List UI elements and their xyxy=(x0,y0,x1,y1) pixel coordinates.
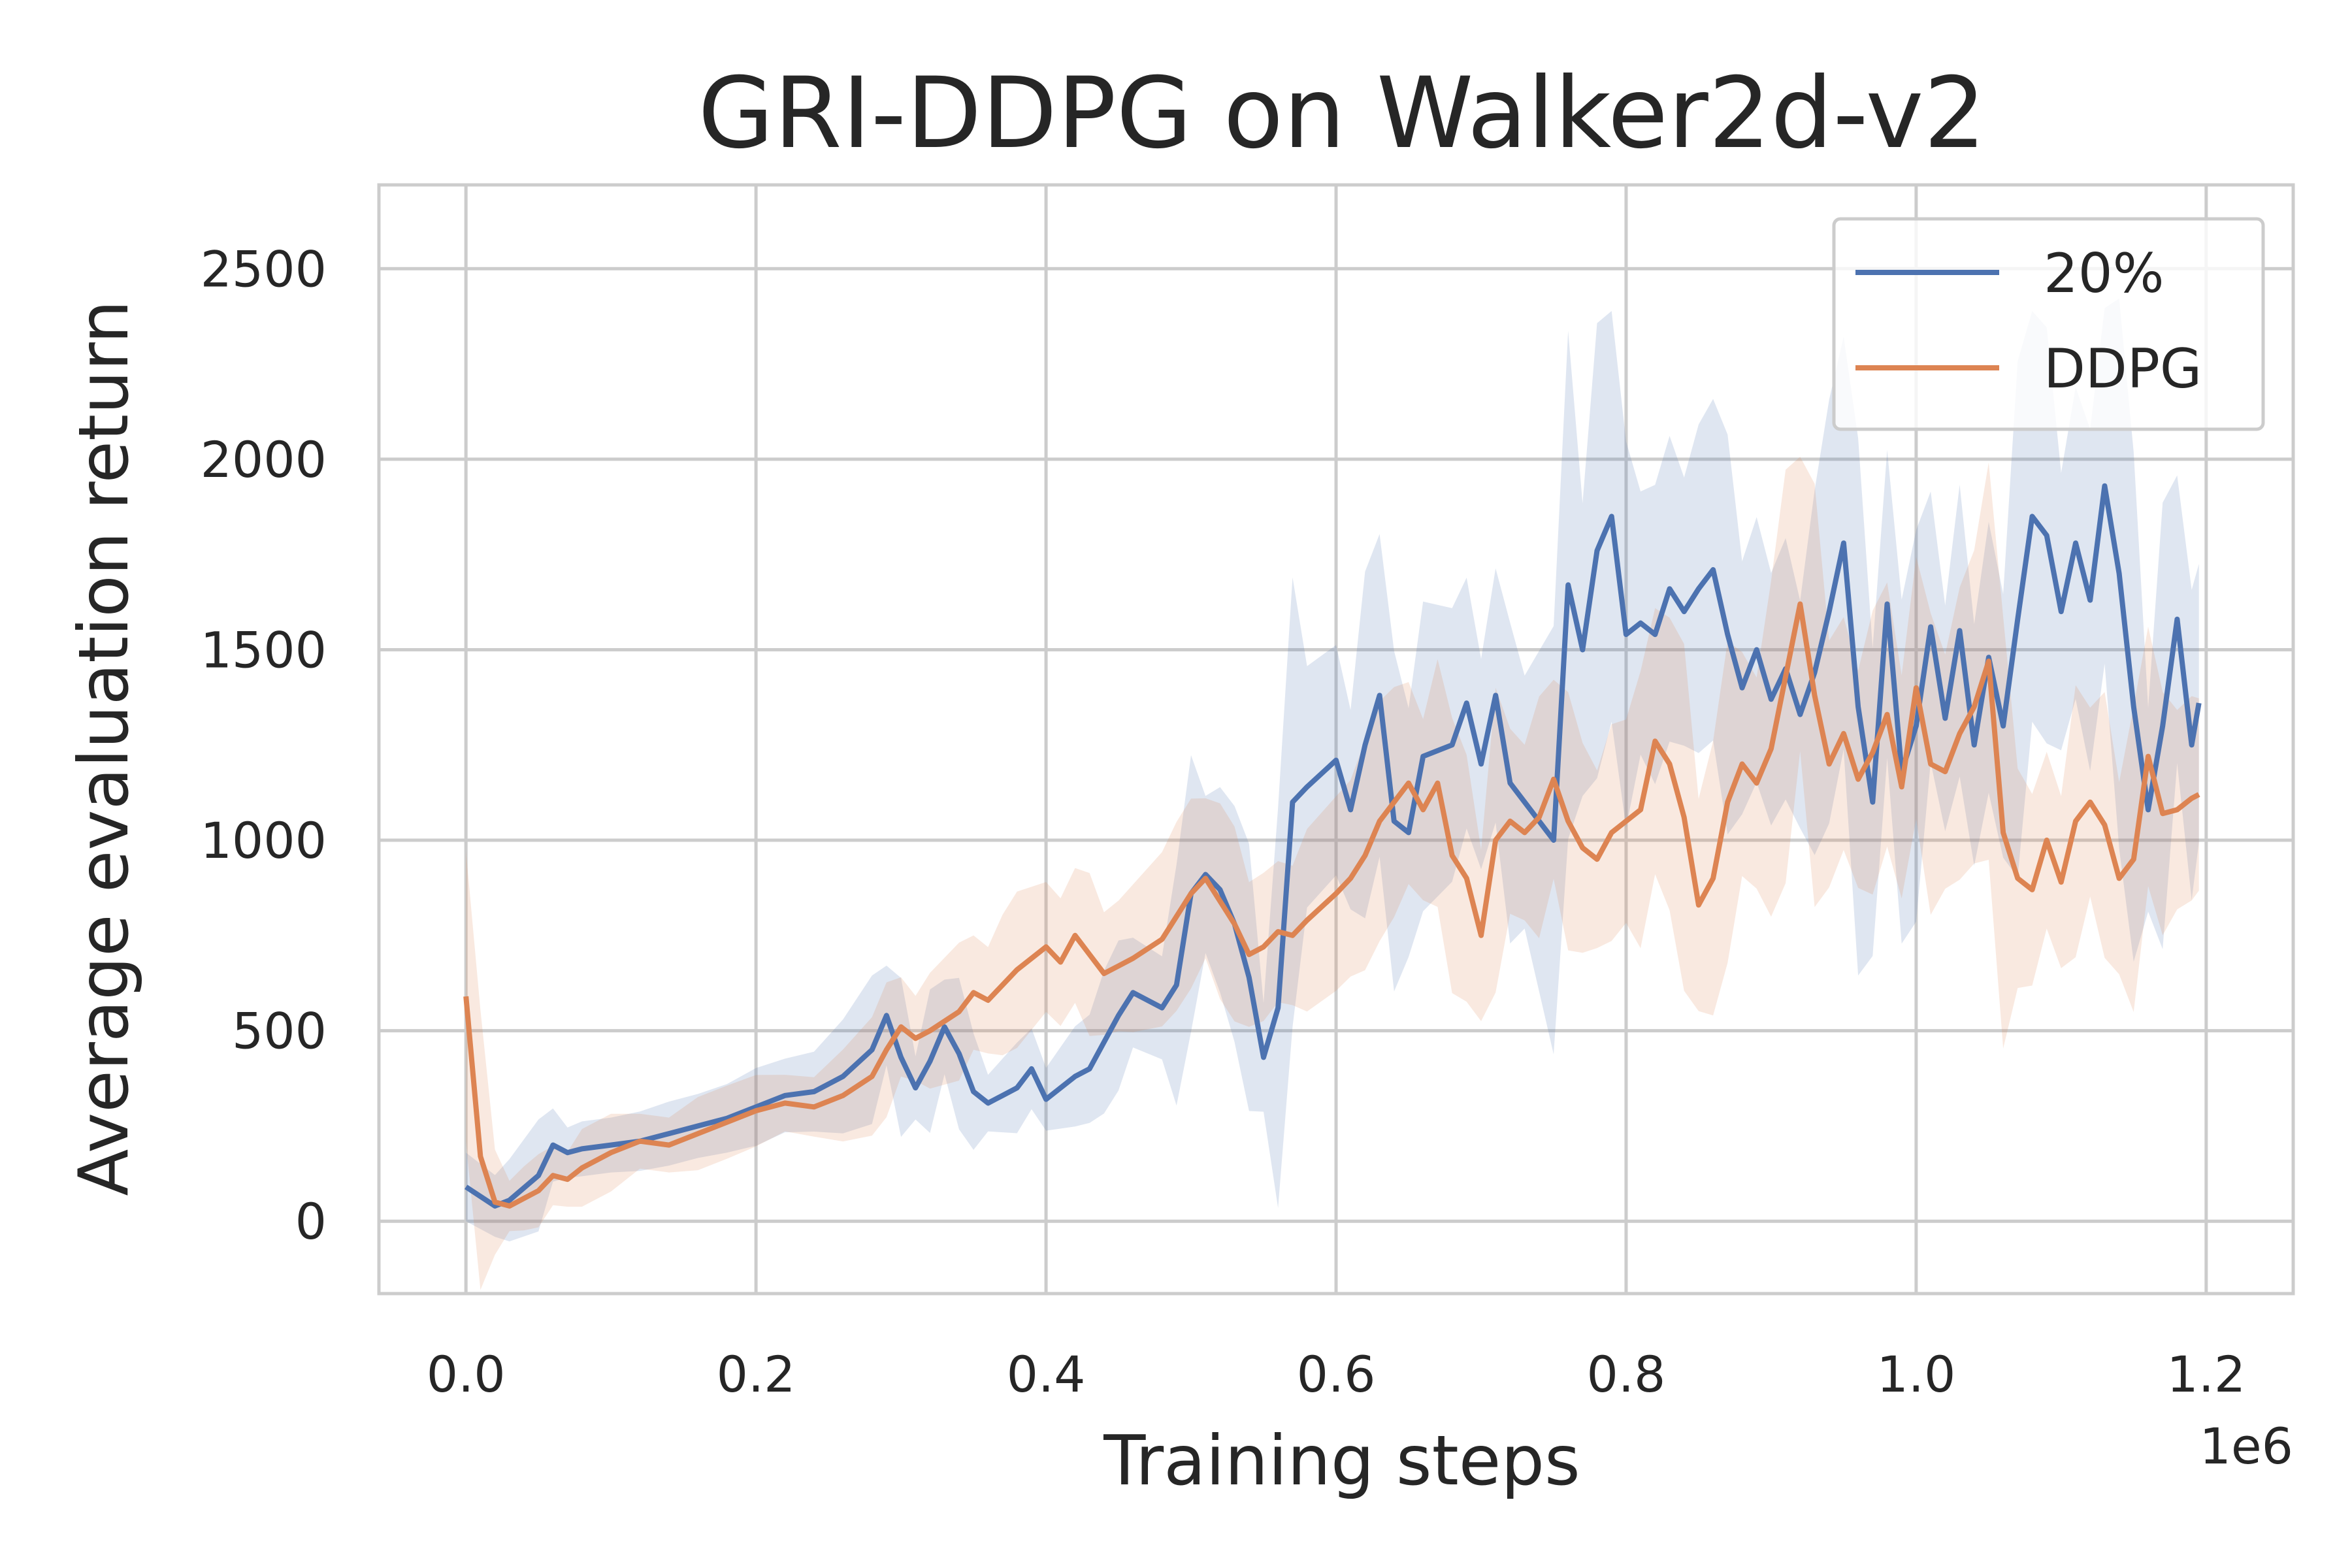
x-tick-label: 0.2 xyxy=(717,1345,796,1403)
series-line-ddpg xyxy=(463,601,2200,1209)
y-tick-label: 1000 xyxy=(201,811,327,870)
x-tick-label: 0.8 xyxy=(1587,1345,1666,1403)
confidence-bands xyxy=(466,298,2199,1290)
band-20 xyxy=(466,298,2199,1242)
y-tick-label: 2000 xyxy=(201,431,327,489)
legend-label-20-percent: 20% xyxy=(2044,242,2164,305)
x-tick-label: 0.0 xyxy=(427,1345,506,1403)
y-tick-label: 2500 xyxy=(201,240,327,298)
x-axis-label: Training steps xyxy=(1103,1421,1580,1501)
chart-title: GRI-DDPG on Walker2d-v2 xyxy=(698,57,1985,171)
y-tick-labels: 0 500 1000 1500 2000 2500 xyxy=(201,240,327,1250)
x-tick-label: 1.0 xyxy=(1876,1345,1955,1403)
x-tick-labels: 0.0 0.2 0.4 0.6 0.8 1.0 1.2 xyxy=(427,1345,2246,1403)
legend: 20% DDPG xyxy=(1832,217,2265,431)
series-lines xyxy=(463,483,2202,1209)
series-line-20 xyxy=(465,483,2202,1209)
y-axis-label: Average evaluation return xyxy=(64,300,144,1196)
band-ddpg xyxy=(466,457,2199,1290)
x-tick-label: 0.4 xyxy=(1007,1345,1086,1403)
x-axis-offset-label: 1e6 xyxy=(2200,1417,2293,1475)
x-tick-label: 1.2 xyxy=(2166,1345,2246,1403)
x-tick-label: 0.6 xyxy=(1297,1345,1376,1403)
y-tick-label: 500 xyxy=(232,1002,327,1060)
plot-frame xyxy=(377,183,2295,1296)
y-tick-label: 0 xyxy=(295,1192,327,1250)
y-tick-label: 1500 xyxy=(201,621,327,679)
legend-label-ddpg: DDPG xyxy=(2044,337,2202,400)
